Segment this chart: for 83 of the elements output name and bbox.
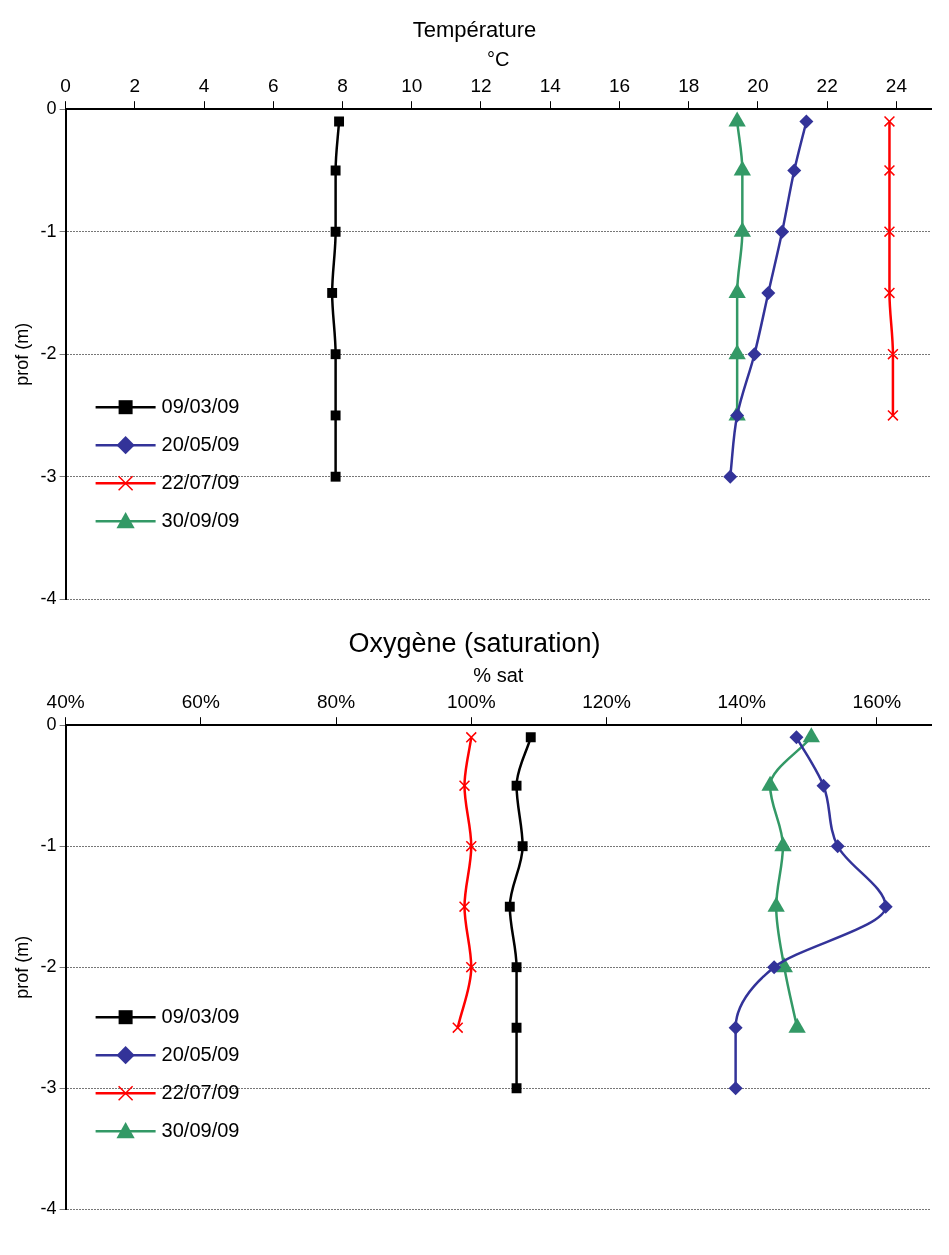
point bbox=[458, 901, 471, 913]
y-tick-label: -1 bbox=[40, 220, 57, 241]
y-tick-label: -4 bbox=[40, 1198, 57, 1219]
point bbox=[816, 778, 831, 793]
y-tick-label: -2 bbox=[40, 343, 57, 364]
y-tick-label: -1 bbox=[40, 835, 57, 856]
legend-label: 09/03/09 bbox=[161, 394, 240, 417]
point bbox=[883, 115, 896, 128]
x-tick-label: 0 bbox=[60, 75, 71, 97]
point bbox=[504, 901, 515, 912]
point bbox=[330, 226, 341, 237]
x-tick-label: 2 bbox=[129, 75, 141, 97]
x-tick-label: 16 bbox=[608, 75, 631, 97]
x-tick-label: 120% bbox=[582, 691, 631, 713]
x-axis-title: % sat bbox=[473, 663, 524, 686]
x-tick-label: 6 bbox=[268, 75, 279, 97]
point bbox=[775, 224, 790, 239]
point bbox=[767, 960, 782, 975]
point bbox=[330, 165, 341, 176]
y-tick-label: -2 bbox=[40, 956, 57, 977]
y-tick-label: -3 bbox=[40, 465, 57, 486]
point bbox=[883, 287, 896, 299]
y-tick-label: 0 bbox=[46, 714, 57, 735]
x-tick-label: 60% bbox=[181, 691, 220, 713]
point bbox=[728, 1020, 743, 1035]
y-tick-label: -4 bbox=[40, 588, 57, 609]
x-tick-label: 4 bbox=[198, 75, 210, 97]
point bbox=[465, 840, 477, 852]
point bbox=[723, 469, 738, 484]
x-tick-label: 14 bbox=[539, 75, 562, 97]
point bbox=[525, 732, 536, 743]
y-tick-label: -3 bbox=[40, 1077, 57, 1098]
x-tick-label: 20 bbox=[747, 75, 769, 97]
point bbox=[787, 163, 802, 178]
x-tick-label: 18 bbox=[678, 75, 700, 97]
point bbox=[761, 285, 776, 300]
x-tick-label: 160% bbox=[852, 691, 902, 713]
y-tick-label: 0 bbox=[46, 98, 57, 119]
point bbox=[511, 1022, 522, 1033]
point bbox=[728, 1081, 743, 1096]
x-tick-label: 100% bbox=[446, 691, 496, 713]
point bbox=[511, 780, 522, 791]
point bbox=[458, 780, 471, 792]
legend-label: 22/07/09 bbox=[161, 470, 240, 493]
y-axis-title: prof (m) bbox=[11, 322, 32, 386]
point bbox=[830, 839, 845, 854]
legend-label: 30/09/09 bbox=[161, 1118, 240, 1141]
point bbox=[517, 841, 528, 852]
point bbox=[452, 1022, 464, 1034]
point bbox=[883, 164, 896, 177]
point bbox=[789, 730, 804, 745]
legend-label: 20/05/09 bbox=[161, 432, 240, 455]
point bbox=[511, 1083, 522, 1094]
x-tick-label: 80% bbox=[317, 691, 356, 713]
legend-label: 09/03/09 bbox=[161, 1004, 240, 1027]
y-axis-title: prof (m) bbox=[11, 935, 32, 999]
chart-title: Oxygène (saturation) bbox=[348, 627, 601, 658]
point bbox=[799, 114, 814, 129]
point bbox=[878, 899, 893, 914]
legend-label: 20/05/09 bbox=[161, 1042, 240, 1065]
point bbox=[334, 116, 345, 127]
point bbox=[330, 349, 341, 360]
legend-label: 30/09/09 bbox=[161, 508, 240, 531]
chart-title: Température bbox=[412, 17, 537, 43]
point bbox=[465, 731, 477, 743]
point bbox=[887, 409, 899, 422]
x-tick-label: 12 bbox=[470, 75, 492, 97]
point bbox=[883, 226, 896, 238]
point bbox=[330, 471, 341, 482]
x-tick-label: 10 bbox=[401, 75, 423, 97]
point bbox=[747, 347, 762, 362]
point bbox=[330, 410, 341, 421]
x-tick-label: 40% bbox=[46, 691, 85, 713]
x-tick-label: 8 bbox=[337, 75, 348, 97]
x-axis-title: °C bbox=[487, 47, 510, 70]
x-tick-label: 22 bbox=[816, 75, 838, 97]
point bbox=[887, 348, 899, 360]
legend-label: 22/07/09 bbox=[161, 1080, 240, 1103]
x-tick-label: 140% bbox=[717, 691, 767, 713]
x-tick-label: 24 bbox=[885, 75, 908, 97]
point bbox=[327, 288, 338, 298]
point bbox=[465, 961, 477, 973]
point bbox=[511, 962, 522, 973]
